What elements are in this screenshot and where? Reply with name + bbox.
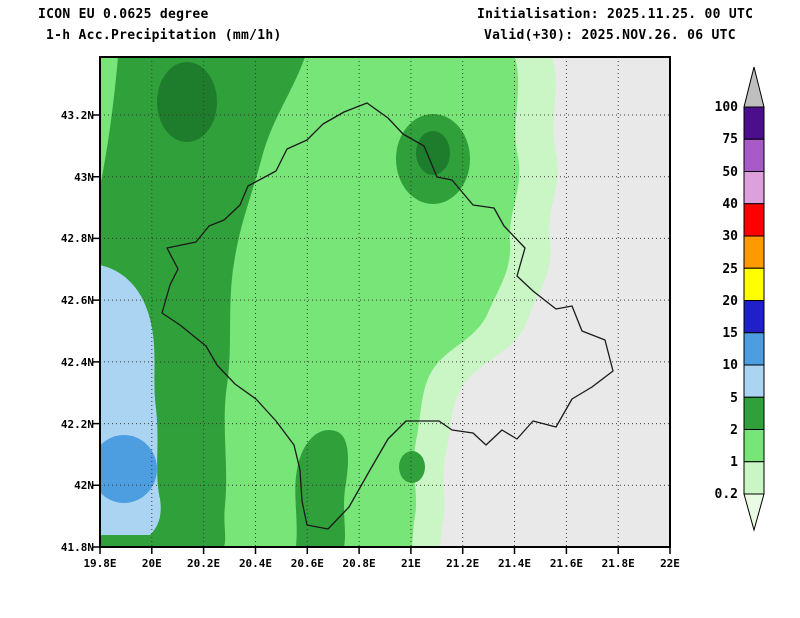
grid-lines — [100, 57, 670, 547]
colorbar-cell — [743, 332, 765, 366]
colorbar-label: 50 — [722, 165, 738, 180]
colorbar-cell — [743, 106, 765, 140]
precip-region-2mm-south — [295, 430, 349, 547]
y-tick-label: 42.8N — [61, 232, 94, 245]
precip-cell-north-core — [416, 131, 450, 175]
colorbar-cell — [743, 461, 765, 495]
colorbar-cell — [743, 396, 765, 430]
x-tick-label: 21.8E — [602, 557, 635, 570]
colorbar-label: 100 — [715, 100, 739, 115]
precip-spot-south — [399, 451, 425, 483]
colorbar-label: 5 — [730, 391, 738, 406]
y-tick-label: 42N — [74, 479, 94, 492]
colorbar-cell — [743, 429, 765, 463]
y-tick-label: 43N — [74, 171, 94, 184]
y-axis-ticks — [93, 114, 100, 548]
x-tick-label: 21.2E — [446, 557, 479, 570]
x-tick-label: 20.4E — [239, 557, 272, 570]
map-area — [99, 56, 671, 548]
y-tick-label: 42.4N — [61, 356, 94, 369]
colorbar-label: 20 — [722, 294, 738, 309]
colorbar: 100 75 50 40 30 25 20 15 10 5 2 1 0.2 — [715, 66, 765, 532]
y-tick-label: 41.8N — [61, 541, 94, 554]
x-tick-label: 20.6E — [291, 557, 324, 570]
product-title: 1-h Acc.Precipitation (mm/1h) — [46, 28, 282, 43]
x-tick-label: 20.8E — [343, 557, 376, 570]
x-tick-label: 21E — [401, 557, 421, 570]
colorbar-label: 1 — [730, 455, 738, 470]
colorbar-label: 25 — [722, 262, 738, 277]
precip-core-10mm-blue — [100, 435, 157, 503]
colorbar-cell — [743, 138, 765, 172]
colorbar-label: 40 — [722, 197, 738, 212]
colorbar-cell — [743, 300, 765, 334]
colorbar-label: 2 — [730, 423, 738, 438]
colorbar-cell — [743, 235, 765, 269]
x-tick-label: 22E — [660, 557, 680, 570]
y-tick-label: 42.2N — [61, 418, 94, 431]
x-tick-label: 21.4E — [498, 557, 531, 570]
colorbar-cell — [743, 267, 765, 301]
colorbar-label: 15 — [722, 326, 738, 341]
colorbar-label: 0.2 — [715, 487, 738, 502]
y-tick-label: 43.2N — [61, 109, 94, 122]
model-title: ICON EU 0.0625 degree — [38, 7, 209, 22]
colorbar-label: 75 — [722, 132, 738, 147]
colorbar-underflow-arrow — [743, 493, 765, 532]
x-tick-label: 19.8E — [83, 557, 116, 570]
colorbar-label: 30 — [722, 229, 738, 244]
precip-field — [100, 57, 670, 547]
colorbar-cell — [743, 171, 765, 205]
x-tick-label: 21.6E — [550, 557, 583, 570]
precip-core-northwest — [157, 62, 217, 142]
country-border — [161, 102, 614, 530]
y-axis: 41.8N 42N 42.2N 42.4N 42.6N 42.8N 43N 43… — [61, 109, 100, 554]
x-tick-label: 20E — [142, 557, 162, 570]
x-tick-label: 20.2E — [187, 557, 220, 570]
valid-time: Valid(+30): 2025.NOV.26. 06 UTC — [484, 28, 736, 43]
colorbar-overflow-arrow — [743, 66, 765, 108]
x-axis: 19.8E 20E 20.2E 20.4E 20.6E 20.8E 21E 21… — [83, 547, 680, 570]
map-frame — [99, 56, 671, 548]
colorbar-cell — [743, 364, 765, 398]
colorbar-cell — [743, 203, 765, 237]
y-tick-label: 42.6N — [61, 294, 94, 307]
colorbar-label: 10 — [722, 358, 738, 373]
x-axis-ticks — [99, 547, 671, 554]
init-time: Initialisation: 2025.11.25. 00 UTC — [477, 7, 754, 22]
